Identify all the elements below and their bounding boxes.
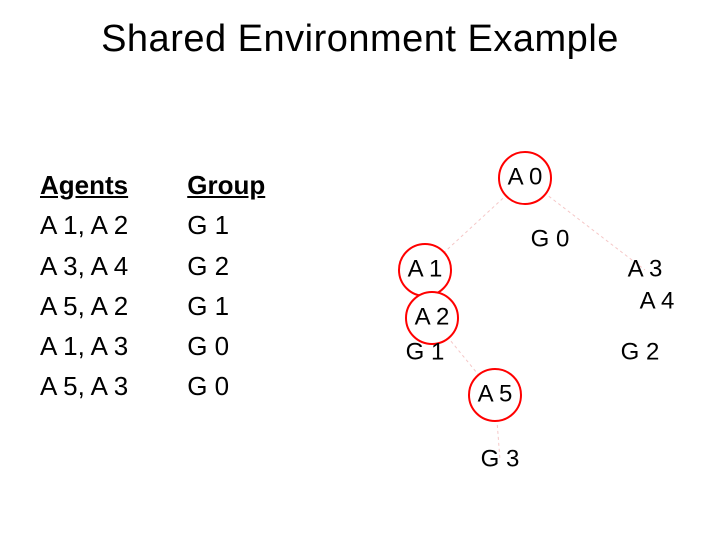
table-row: A 1, A 3 G 0 <box>40 326 265 366</box>
tree-node-label: A 3 <box>628 255 663 282</box>
tree-node-label: G 2 <box>621 338 660 365</box>
table-row: A 1, A 2 G 1 <box>40 205 265 245</box>
tree-node-label: G 1 <box>406 338 445 365</box>
cell-agents: A 1, A 2 <box>40 205 180 245</box>
table-header-row: Agents Group <box>40 165 265 205</box>
header-agents: Agents <box>40 165 180 205</box>
tree-node-label: A 1 <box>408 255 443 282</box>
tree-node-label: A 4 <box>640 287 675 314</box>
cell-group: G 0 <box>187 326 229 366</box>
cell-group: G 2 <box>187 246 229 286</box>
tree-node-label: G 0 <box>531 225 570 252</box>
table-row: A 5, A 3 G 0 <box>40 366 265 406</box>
cell-agents: A 5, A 3 <box>40 366 180 406</box>
page-title: Shared Environment Example <box>0 18 720 61</box>
cell-group: G 1 <box>187 205 229 245</box>
table-row: A 5, A 2 G 1 <box>40 286 265 326</box>
header-group: Group <box>187 165 265 205</box>
agent-group-table: Agents Group A 1, A 2 G 1 A 3, A 4 G 2 A… <box>40 165 265 407</box>
tree-svg: A 0 G 0 A 1 A 3 A 4 A 2 G 1 G 2 A 5 G 3 <box>350 140 710 500</box>
tree-diagram: A 0 G 0 A 1 A 3 A 4 A 2 G 1 G 2 A 5 G 3 <box>350 140 710 500</box>
tree-node-label: G 3 <box>481 445 520 472</box>
table-row: A 3, A 4 G 2 <box>40 246 265 286</box>
tree-node-label: A 2 <box>415 303 450 330</box>
tree-node-label: A 0 <box>508 163 543 190</box>
cell-agents: A 3, A 4 <box>40 246 180 286</box>
cell-group: G 1 <box>187 286 229 326</box>
cell-group: G 0 <box>187 366 229 406</box>
cell-agents: A 5, A 2 <box>40 286 180 326</box>
cell-agents: A 1, A 3 <box>40 326 180 366</box>
nodes-layer: A 0 G 0 A 1 A 3 A 4 A 2 G 1 G 2 A 5 G 3 <box>399 152 674 472</box>
tree-node-label: A 5 <box>478 380 513 407</box>
